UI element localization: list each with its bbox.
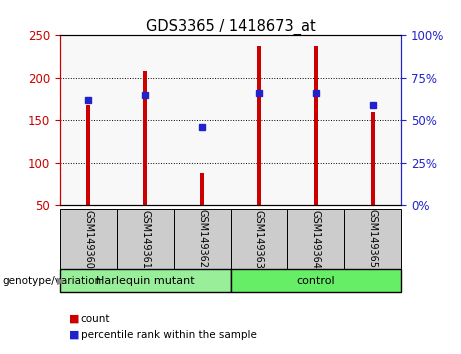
Text: Harlequin mutant: Harlequin mutant: [96, 275, 195, 286]
Text: GSM149362: GSM149362: [197, 210, 207, 268]
Text: GSM149360: GSM149360: [83, 210, 94, 268]
Text: ▶: ▶: [57, 275, 65, 286]
Bar: [314, 46, 318, 205]
Text: count: count: [81, 314, 110, 324]
Text: GSM149361: GSM149361: [140, 210, 150, 268]
Bar: [143, 71, 147, 205]
Text: GSM149365: GSM149365: [367, 210, 378, 268]
Bar: [60, 209, 117, 269]
Bar: [230, 269, 401, 292]
Bar: [60, 269, 230, 292]
Bar: [287, 209, 344, 269]
Bar: [371, 112, 375, 205]
Bar: [344, 209, 401, 269]
Text: ■: ■: [69, 330, 80, 339]
Text: GSM149364: GSM149364: [311, 210, 321, 268]
Bar: [117, 209, 174, 269]
Text: GSM149363: GSM149363: [254, 210, 264, 268]
Bar: [230, 209, 287, 269]
Bar: [174, 209, 230, 269]
Bar: [200, 173, 204, 205]
Bar: [86, 105, 90, 205]
Bar: [257, 46, 261, 205]
Title: GDS3365 / 1418673_at: GDS3365 / 1418673_at: [146, 19, 315, 35]
Text: percentile rank within the sample: percentile rank within the sample: [81, 330, 257, 339]
Text: control: control: [296, 275, 335, 286]
Text: ■: ■: [69, 314, 80, 324]
Text: genotype/variation: genotype/variation: [2, 275, 101, 286]
